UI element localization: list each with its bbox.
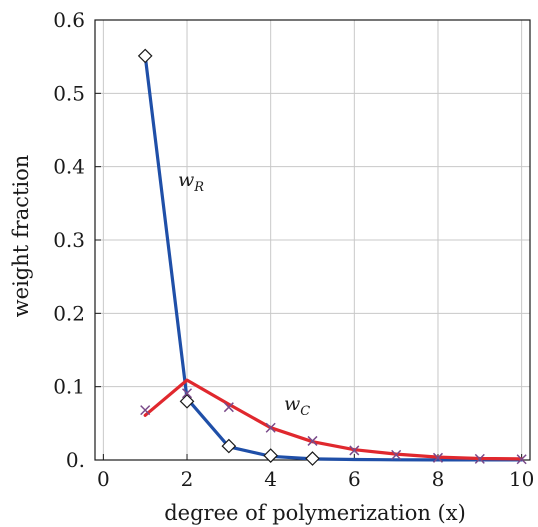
grid — [95, 19, 530, 461]
x-tick-label: 6 — [348, 467, 361, 491]
marker-layer — [137, 48, 527, 466]
data-point-w-C — [140, 405, 151, 416]
series-label-w-R-main: w — [178, 169, 194, 191]
data-point-w-R — [263, 448, 279, 463]
series-label-w-C-sub: C — [300, 404, 310, 419]
x-axis-title: degree of polymerization (x) — [164, 501, 466, 525]
series-label-w-C-main: w — [284, 393, 300, 415]
data-point-w-R — [221, 438, 237, 454]
data-point-w-C — [349, 445, 360, 456]
series-line-w-R — [143, 54, 524, 462]
series-label-w-R: wR — [178, 169, 204, 195]
data-point-w-C — [474, 453, 485, 464]
x-tick-label: 10 — [509, 467, 534, 491]
data-point-w-C — [307, 435, 318, 446]
y-tick-label: 0.1 — [53, 375, 85, 399]
series-label-w-C: wC — [284, 393, 310, 419]
data-point-w-R — [137, 48, 153, 64]
y-tick-label: 0.3 — [53, 228, 85, 252]
x-tick-label: 2 — [181, 467, 194, 491]
y-axis-title: weight fraction — [9, 155, 33, 318]
x-tick-label: 0 — [97, 467, 110, 491]
data-point-w-C — [181, 388, 193, 399]
x-tick-label: 4 — [264, 467, 277, 491]
series-layer — [143, 54, 524, 462]
series-label-w-R-sub: R — [193, 180, 204, 195]
series-line-w-C — [143, 378, 524, 461]
y-tick-label: 0.4 — [53, 155, 85, 179]
data-point-w-R — [179, 393, 195, 409]
data-point-w-C — [223, 402, 234, 413]
y-tick-label: 0.6 — [53, 8, 85, 32]
data-point-w-C — [516, 454, 527, 465]
x-tick-label: 8 — [432, 467, 445, 491]
data-point-w-C — [432, 452, 444, 463]
axis-ticks: 0 2 4 6 8 10 0. 0.1 0.2 0.3 0.4 0.5 0.6 — [53, 8, 534, 491]
data-point-w-R — [305, 451, 320, 466]
y-tick-label: 0.5 — [53, 81, 85, 105]
data-point-w-C — [265, 422, 276, 433]
y-tick-label: 0.2 — [53, 301, 85, 325]
data-point-w-C — [391, 449, 402, 460]
y-tick-label: 0. — [66, 448, 85, 472]
